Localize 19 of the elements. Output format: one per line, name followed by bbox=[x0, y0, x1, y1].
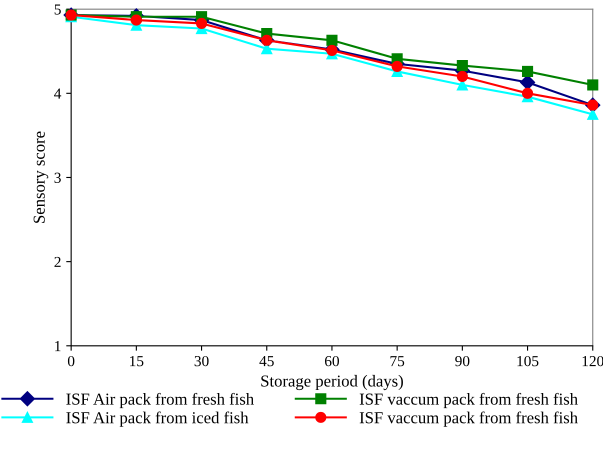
legend-label: ISF vaccum pack from fresh fish bbox=[360, 411, 578, 427]
x-tick-label: 60 bbox=[324, 356, 340, 366]
x-tick-label: 45 bbox=[259, 356, 274, 366]
x-tick-label: 75 bbox=[390, 356, 404, 366]
x-tick-label: 0 bbox=[68, 356, 74, 366]
x-tick-label: 90 bbox=[455, 356, 470, 366]
y-tick-label: 1 bbox=[55, 341, 61, 352]
y-tick-label: 5 bbox=[54, 4, 61, 15]
x-tick-label: 15 bbox=[130, 356, 144, 366]
legend-label: ISF vaccum pack from fresh fish bbox=[360, 392, 578, 408]
x-tick-label: 30 bbox=[194, 356, 209, 366]
legend-label: ISF Air pack from fresh fish bbox=[66, 392, 254, 408]
y-axis-title: Sensory score bbox=[34, 132, 48, 223]
legend-label: ISF Air pack from iced fish bbox=[66, 411, 248, 427]
y-tick-label: 3 bbox=[54, 172, 61, 183]
x-tick-label: 105 bbox=[517, 356, 538, 366]
y-tick-label: 4 bbox=[54, 88, 62, 99]
x-axis-title: Storage period (days) bbox=[261, 374, 403, 390]
y-tick-label: 2 bbox=[54, 256, 61, 267]
